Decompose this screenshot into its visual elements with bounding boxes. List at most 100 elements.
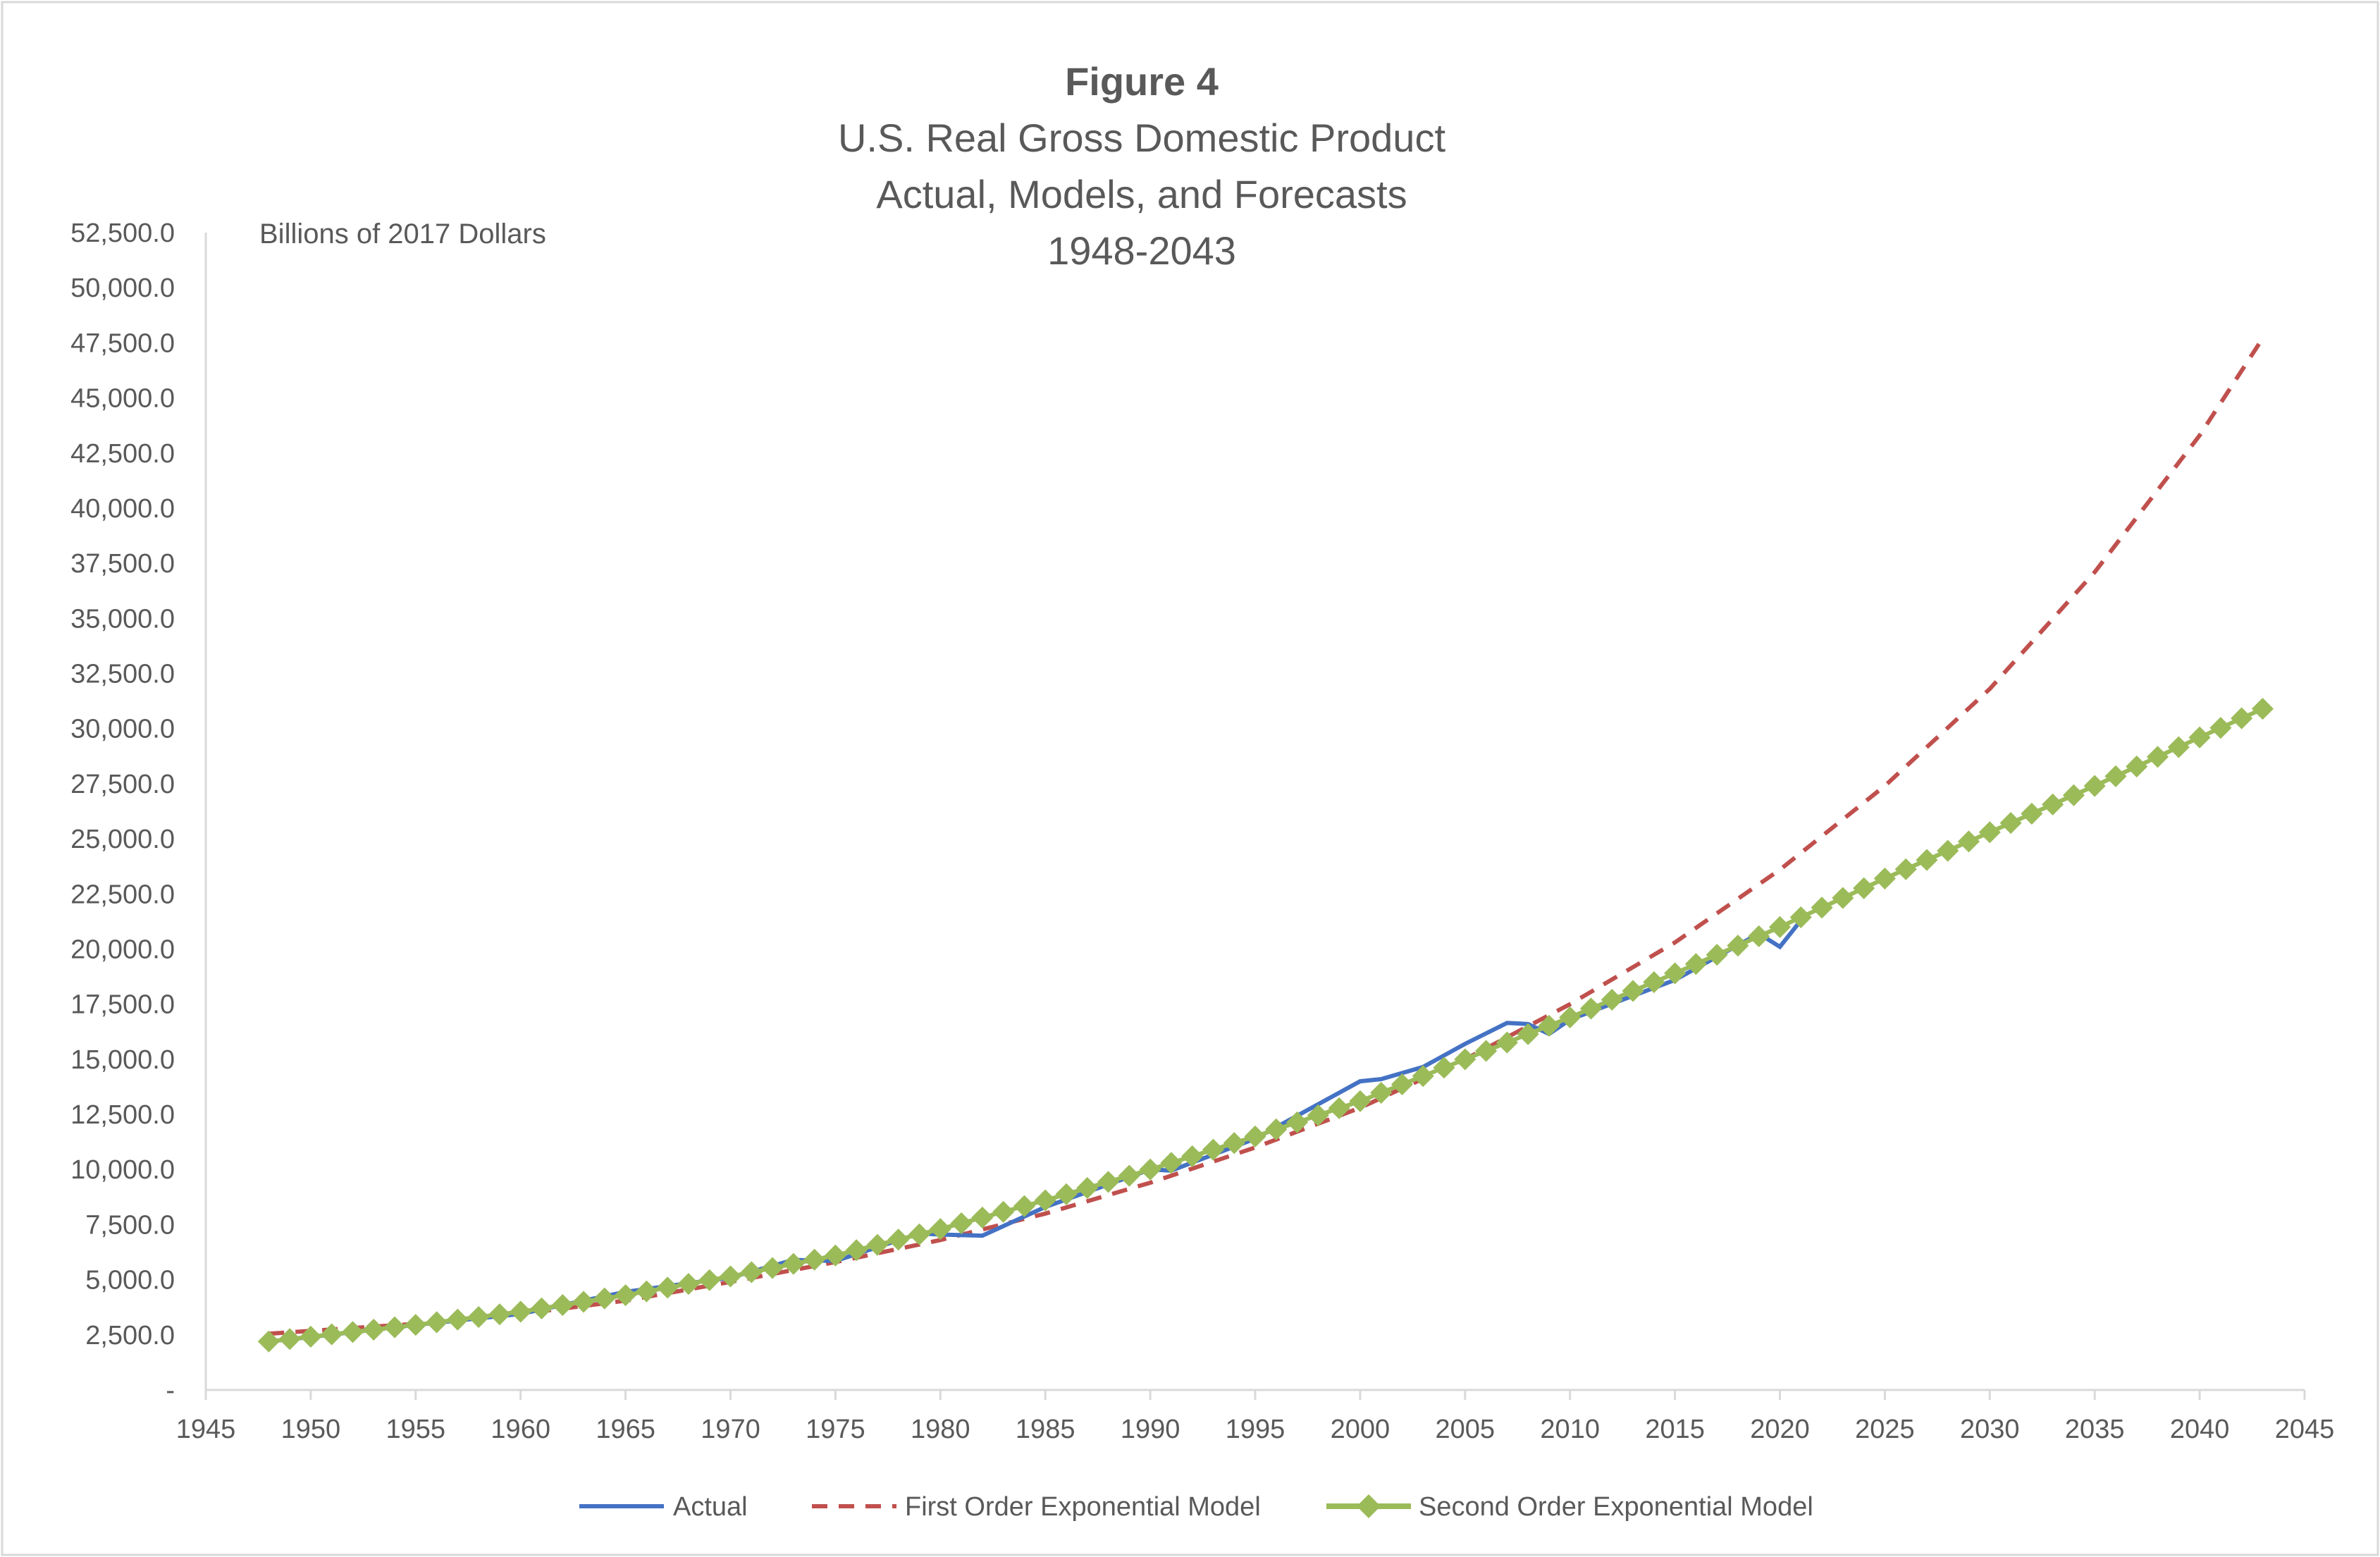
series-point-second-order <box>1286 1111 1309 1133</box>
series-point-second-order <box>2083 775 2106 797</box>
y-tick-label: 20,000.0 <box>70 935 175 964</box>
y-tick-label: 12,500.0 <box>70 1100 175 1130</box>
x-tick-label: 2025 <box>1855 1415 1915 1444</box>
series-point-second-order <box>1307 1104 1329 1126</box>
y-tick-label: 40,000.0 <box>70 494 175 524</box>
y-tick-label: 10,000.0 <box>70 1155 175 1185</box>
y-tick-label: - <box>166 1376 175 1405</box>
series-point-second-order <box>635 1280 658 1303</box>
series-point-second-order <box>1244 1125 1266 1147</box>
series-point-second-order <box>1433 1057 1455 1079</box>
x-tick-label: 2030 <box>1960 1415 2020 1444</box>
chart-subtitle-line-2: Actual, Models, and Forecasts <box>876 172 1407 216</box>
y-tick-label: 17,500.0 <box>70 990 175 1020</box>
x-tick-label: 1985 <box>1016 1415 1075 1444</box>
series-point-second-order <box>1181 1145 1204 1168</box>
legend-item-first-order: First Order Exponential Model <box>812 1492 1261 1522</box>
series-point-second-order <box>992 1200 1015 1223</box>
series-point-second-order <box>1873 867 1896 890</box>
series-point-second-order <box>950 1212 973 1235</box>
legend-item-actual: Actual <box>579 1492 748 1522</box>
series-point-second-order <box>1265 1118 1288 1140</box>
series-point-second-order <box>341 1321 364 1343</box>
x-tick-label: 2010 <box>1540 1415 1600 1444</box>
series-point-second-order <box>1034 1189 1056 1212</box>
x-tick-label: 1955 <box>386 1415 446 1444</box>
series-point-second-order <box>2021 802 2043 825</box>
y-tick-label: 7,500.0 <box>85 1210 175 1240</box>
series-point-second-order <box>572 1291 595 1313</box>
series-point-second-order <box>1894 858 1917 880</box>
y-tick-label: 42,500.0 <box>70 439 175 469</box>
series-point-second-order <box>677 1273 700 1296</box>
series-point-second-order <box>593 1287 616 1310</box>
series-point-second-order <box>1579 997 1603 1020</box>
y-tick-label: 5,000.0 <box>85 1266 175 1296</box>
y-tick-label: 25,000.0 <box>70 825 175 854</box>
series-point-second-order <box>1013 1195 1036 1217</box>
x-tick-label: 1995 <box>1226 1415 1285 1444</box>
y-axis-tick-labels: - 2,500.0 5,000.0 7,500.0 10,000.0 12,500.0 15… <box>70 219 175 1405</box>
chart-title-block: Figure 4 U.S. Real Gross Domestic Produc… <box>838 59 1445 273</box>
chart-title: Figure 4 <box>1065 59 1219 104</box>
series-point-second-order <box>426 1311 448 1334</box>
series-point-second-order <box>2062 784 2085 806</box>
series-point-second-order <box>656 1276 679 1299</box>
series-point-second-order <box>1139 1158 1161 1181</box>
series-point-second-order <box>1559 1006 1581 1028</box>
series-point-second-order <box>1622 980 1644 1002</box>
y-tick-label: 27,500.0 <box>70 770 175 799</box>
series-point-second-order <box>1853 877 1875 899</box>
legend-item-second-order: Second Order Exponential Model <box>1326 1492 1813 1522</box>
x-tick-label: 2045 <box>2275 1415 2335 1444</box>
series-point-second-order <box>615 1284 637 1307</box>
series-point-second-order <box>446 1308 469 1331</box>
x-tick-label: 2035 <box>2065 1415 2125 1444</box>
series-point-second-order <box>803 1248 826 1271</box>
series-point-second-order <box>866 1233 889 1256</box>
x-tick-label: 2005 <box>1436 1415 1496 1444</box>
series-point-second-order <box>1999 812 2022 835</box>
series-point-second-order <box>698 1269 721 1291</box>
y-tick-label: 30,000.0 <box>70 715 175 744</box>
legend-label-second-order: Second Order Exponential Model <box>1419 1492 1813 1522</box>
x-tick-label: 1965 <box>596 1415 655 1444</box>
x-tick-label: 2000 <box>1331 1415 1391 1444</box>
series-point-second-order <box>1643 971 1665 993</box>
series-point-second-order <box>1160 1152 1183 1174</box>
series-point-second-order <box>1118 1164 1140 1187</box>
series-point-second-order <box>1916 849 1938 871</box>
y-tick-label: 37,500.0 <box>70 549 175 579</box>
series-point-second-order <box>1370 1081 1393 1104</box>
series-point-second-order <box>908 1223 931 1245</box>
x-tick-label: 2040 <box>2170 1415 2230 1444</box>
series-point-second-order <box>1391 1073 1414 1096</box>
series-point-second-order <box>1937 839 1959 862</box>
x-tick-label: 1990 <box>1121 1415 1180 1444</box>
x-tick-label: 2015 <box>1645 1415 1705 1444</box>
series-point-second-order <box>467 1305 490 1329</box>
series-point-second-order <box>1538 1014 1560 1037</box>
x-tick-label: 1970 <box>701 1415 760 1444</box>
series-point-second-order <box>929 1218 951 1241</box>
series-point-second-order <box>1076 1176 1099 1200</box>
series-point-second-order <box>1496 1031 1518 1054</box>
y-tick-label: 22,500.0 <box>70 880 175 909</box>
legend-label-first-order: First Order Exponential Model <box>905 1492 1261 1522</box>
series-point-second-order <box>971 1206 994 1229</box>
legend-marker-second-order <box>1357 1494 1381 1518</box>
series-point-second-order <box>1957 830 1980 853</box>
series-point-second-order <box>1811 897 1833 919</box>
x-tick-label: 1950 <box>281 1415 341 1444</box>
chart-subtitle-line-3: 1948-2043 <box>1047 228 1236 273</box>
series-point-second-order <box>1349 1090 1371 1112</box>
x-axis-tick-labels: 1945 1950 1955 1960 1965 1970 1975 1980 1985 1990… <box>176 1415 2335 1444</box>
series-point-second-order <box>2188 726 2211 749</box>
y-tick-label: 45,000.0 <box>70 384 175 414</box>
series-point-second-order <box>551 1294 574 1317</box>
axes <box>204 233 2306 1400</box>
x-tick-label: 2020 <box>1750 1415 1810 1444</box>
y-tick-label: 35,000.0 <box>70 604 175 634</box>
